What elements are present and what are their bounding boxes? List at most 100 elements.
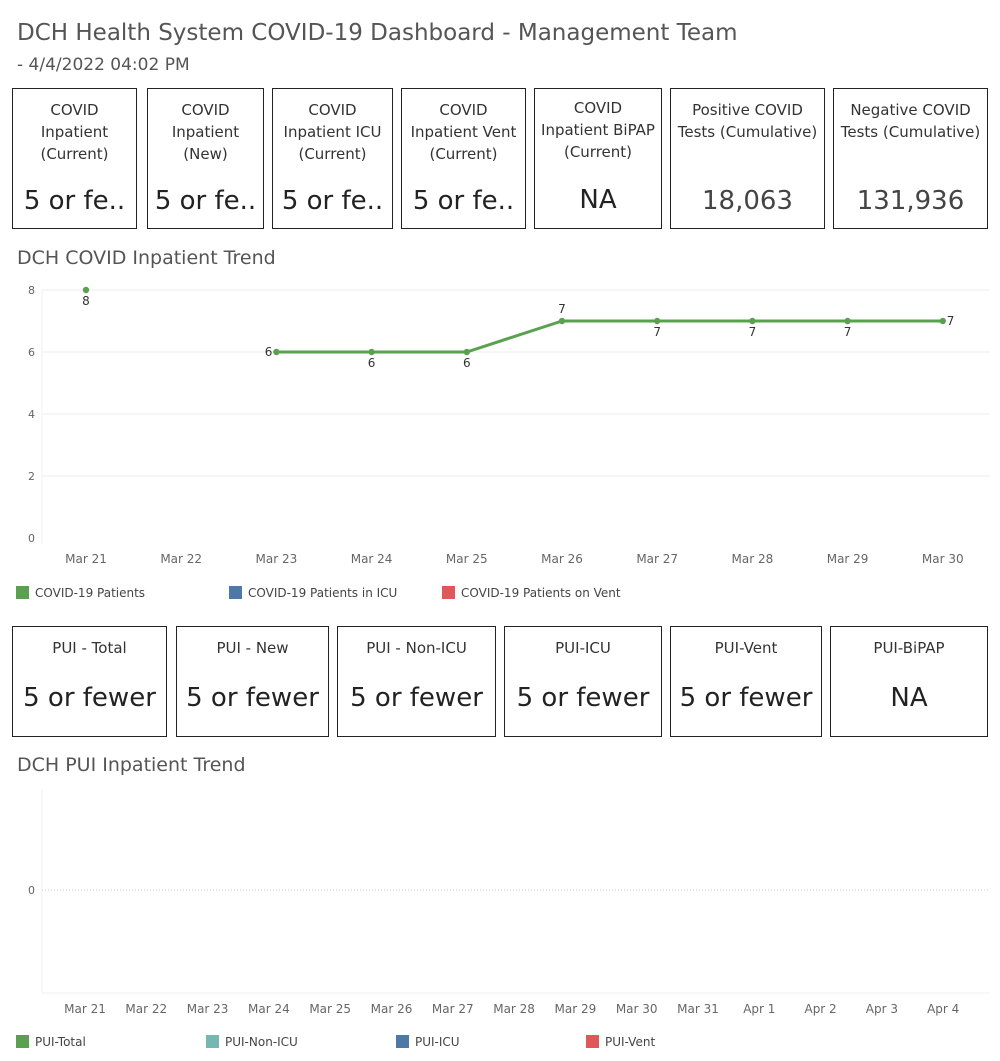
legend-label: COVID-19 Patients on Vent: [461, 586, 621, 600]
pui-trend-title: DCH PUI Inpatient Trend: [17, 754, 246, 776]
kpi-label: Positive COVID Tests (Cumulative): [677, 101, 818, 141]
x-tick-label: Mar 25: [446, 552, 488, 566]
legend-label: PUI-ICU: [415, 1035, 460, 1049]
legend-pui-icu[interactable]: PUI-ICU: [396, 1035, 460, 1049]
legend-label: PUI-Vent: [605, 1035, 656, 1049]
x-tick-label: Mar 30: [616, 1002, 658, 1016]
kpi-value: NA: [890, 683, 928, 713]
kpi-label: COVID Inpatient BiPAP (Current): [541, 99, 655, 161]
data-label: 6: [463, 356, 471, 370]
kpi-negative-tests[interactable]: Negative COVID Tests (Cumulative) 131,93…: [833, 88, 988, 229]
x-tick-label: Mar 21: [64, 1002, 106, 1016]
kpi-pui-total[interactable]: PUI - Total 5 or fewer: [12, 626, 167, 737]
kpi-value: 5 or fe..: [23, 186, 126, 216]
kpi-value: 5 or fe..: [281, 186, 384, 216]
kpi-value: NA: [579, 185, 617, 215]
data-label: 7: [558, 302, 566, 316]
legend-label: COVID-19 Patients in ICU: [248, 586, 398, 600]
data-point: [844, 317, 851, 325]
data-label: 7: [749, 325, 757, 339]
pui-trend-chart[interactable]: 0 Mar 21 Mar 22 Mar 23 Mar 24 Mar 25 Mar 26 Mar…: [0, 785, 1000, 1020]
x-tick-label: Mar 23: [256, 552, 298, 566]
legend-swatch: [442, 586, 455, 599]
covid-trend-title: DCH COVID Inpatient Trend: [17, 247, 276, 269]
kpi-label: PUI-Vent: [714, 639, 778, 657]
x-tick-label: Mar 26: [541, 552, 583, 566]
kpi-label: COVID Inpatient (New): [171, 101, 240, 163]
kpi-value: 5 or fe..: [412, 186, 515, 216]
kpi-covid-inpatient-icu[interactable]: COVID Inpatient ICU (Current) 5 or fe..: [272, 88, 393, 229]
x-tick-label: Apr 4: [927, 1002, 959, 1016]
kpi-value: 5 or fewer: [23, 683, 156, 713]
legend-swatch: [229, 586, 242, 599]
kpi-label: PUI - Non-ICU: [366, 639, 467, 657]
kpi-label: PUI - Total: [52, 639, 127, 657]
x-tick-label: Mar 22: [125, 1002, 167, 1016]
data-label: 6: [368, 356, 376, 370]
data-label: 7: [844, 325, 852, 339]
data-label: 7: [947, 314, 955, 328]
y-tick-label: 0: [28, 884, 35, 897]
kpi-pui-new[interactable]: PUI - New 5 or fewer: [176, 626, 329, 737]
kpi-pui-icu[interactable]: PUI-ICU 5 or fewer: [504, 626, 662, 737]
x-tick-label: Apr 3: [866, 1002, 898, 1016]
kpi-value: 5 or fewer: [350, 683, 483, 713]
kpi-positive-tests[interactable]: Positive COVID Tests (Cumulative) 18,063: [670, 88, 825, 229]
kpi-label: COVID Inpatient (Current): [40, 101, 109, 163]
legend-pui-vent[interactable]: PUI-Vent: [586, 1035, 655, 1049]
kpi-value: 131,936: [856, 186, 965, 216]
legend-pui-total[interactable]: PUI-Total: [16, 1035, 86, 1049]
kpi-label: PUI-ICU: [555, 639, 611, 657]
x-tick-label: Mar 24: [351, 552, 393, 566]
x-tick-label: Mar 28: [493, 1002, 535, 1016]
kpi-covid-inpatient-new[interactable]: COVID Inpatient (New) 5 or fe..: [147, 88, 264, 229]
x-tick-label: Mar 30: [922, 552, 964, 566]
kpi-label: PUI-BiPAP: [873, 639, 945, 657]
data-point: [463, 348, 470, 356]
x-tick-label: Apr 1: [743, 1002, 775, 1016]
kpi-label: COVID Inpatient Vent (Current): [410, 101, 517, 163]
kpi-pui-vent[interactable]: PUI-Vent 5 or fewer: [670, 626, 822, 737]
kpi-value: 5 or fewer: [186, 683, 319, 713]
data-label: 6: [265, 345, 273, 359]
data-point: [654, 317, 661, 325]
kpi-covid-inpatient-vent[interactable]: COVID Inpatient Vent (Current) 5 or fe..: [401, 88, 526, 229]
legend-swatch: [586, 1035, 599, 1048]
data-point: [273, 348, 280, 356]
x-tick-label: Mar 29: [827, 552, 869, 566]
kpi-covid-inpatient-current[interactable]: COVID Inpatient (Current) 5 or fe..: [12, 88, 137, 229]
x-tick-label: Mar 29: [555, 1002, 597, 1016]
kpi-pui-non-icu[interactable]: PUI - Non-ICU 5 or fewer: [337, 626, 496, 737]
legend-covid-vent[interactable]: COVID-19 Patients on Vent: [442, 586, 621, 600]
dashboard-timestamp: - 4/4/2022 04:02 PM: [17, 55, 190, 75]
x-tick-label: Apr 2: [804, 1002, 836, 1016]
kpi-value: 18,063: [702, 186, 793, 216]
legend-label: COVID-19 Patients: [35, 586, 146, 600]
legend-covid-patients[interactable]: COVID-19 Patients: [16, 586, 145, 600]
kpi-pui-bipap[interactable]: PUI-BiPAP NA: [830, 626, 988, 737]
series-line: [276, 319, 943, 354]
x-tick-label: Mar 27: [636, 552, 678, 566]
x-tick-label: Mar 23: [187, 1002, 229, 1016]
data-point: [368, 348, 375, 356]
covid-trend-chart[interactable]: 0 2 4 6 8 Mar 21 Mar 22 Mar 23 Mar 24 Mar 25 Mar 2…: [0, 280, 1000, 575]
kpi-covid-inpatient-bipap[interactable]: COVID Inpatient BiPAP (Current) NA: [534, 88, 662, 229]
data-point: [749, 317, 756, 325]
legend-covid-icu[interactable]: COVID-19 Patients in ICU: [229, 586, 397, 600]
kpi-label: COVID Inpatient ICU (Current): [283, 101, 382, 163]
kpi-value: 5 or fewer: [516, 683, 650, 713]
legend-label: PUI-Non-ICU: [225, 1035, 298, 1049]
legend-label: PUI-Total: [35, 1035, 86, 1049]
data-point: [82, 286, 90, 294]
y-tick-label: 6: [28, 346, 35, 359]
y-tick-label: 8: [28, 284, 35, 297]
x-tick-label: Mar 22: [160, 552, 202, 566]
y-tick-label: 2: [28, 470, 35, 483]
kpi-value: 5 or fe..: [154, 186, 257, 216]
data-point: [558, 317, 566, 325]
x-tick-label: Mar 28: [732, 552, 774, 566]
y-tick-label: 0: [28, 532, 35, 545]
x-tick-label: Mar 21: [65, 552, 107, 566]
data-label: 7: [653, 325, 661, 339]
legend-pui-non-icu[interactable]: PUI-Non-ICU: [206, 1035, 298, 1049]
